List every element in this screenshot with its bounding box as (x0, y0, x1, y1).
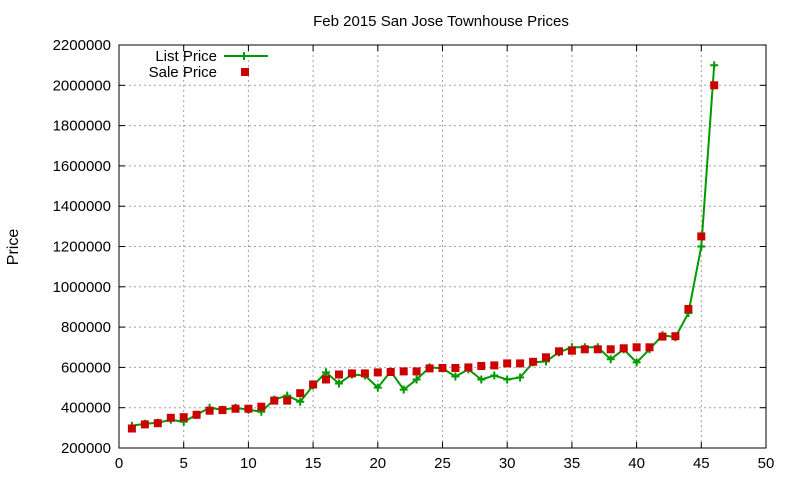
square-marker (658, 332, 667, 341)
square-marker (244, 404, 253, 413)
chart-title: Feb 2015 San Jose Townhouse Prices (313, 13, 569, 30)
grid-lines (119, 45, 766, 448)
square-marker (645, 343, 654, 352)
legend-square-marker (241, 68, 249, 76)
x-tick-label: 25 (434, 455, 451, 472)
plus-marker (606, 355, 615, 364)
square-marker (529, 357, 538, 366)
square-marker (270, 396, 279, 405)
square-marker (373, 368, 382, 377)
square-marker (309, 380, 318, 389)
plus-marker (399, 385, 408, 394)
square-marker (296, 389, 305, 398)
plus-marker (632, 358, 641, 367)
square-marker (567, 346, 576, 355)
y-tick-label: 2200000 (53, 37, 111, 54)
y-tick-label: 1800000 (53, 118, 111, 135)
x-tick-label: 40 (628, 455, 645, 472)
plus-marker (710, 61, 719, 70)
plus-marker (503, 375, 512, 384)
square-marker (386, 368, 395, 376)
square-marker (490, 361, 499, 370)
plus-marker (451, 372, 460, 381)
y-tick-label: 1600000 (53, 158, 111, 175)
y-tick-label: 1200000 (53, 239, 111, 256)
x-tick-label: 10 (240, 455, 257, 472)
y-tick-label: 2000000 (53, 77, 111, 94)
y-tick-label: 400000 (61, 400, 111, 417)
x-tick-label: 45 (693, 455, 710, 472)
x-tick-label: 50 (758, 455, 775, 472)
square-marker (632, 343, 641, 352)
square-marker (218, 406, 227, 415)
square-marker (347, 369, 356, 378)
square-marker (231, 404, 240, 413)
square-marker (322, 375, 330, 384)
x-tick-label: 15 (305, 455, 322, 472)
plus-marker (296, 397, 305, 406)
y-tick-label: 200000 (61, 440, 111, 457)
plus-marker (412, 375, 421, 384)
square-marker (153, 419, 162, 428)
y-tick-label: 1000000 (53, 279, 111, 296)
square-marker (619, 344, 628, 353)
plus-marker (697, 242, 706, 251)
square-marker (205, 406, 214, 415)
series-sale-price (127, 81, 719, 433)
axes: 0 5 10 15 20 25 30 35 40 45 50 200000 400000 600000 80… (53, 37, 775, 472)
square-marker (192, 410, 201, 419)
square-marker (464, 363, 473, 372)
square-marker (503, 359, 512, 368)
square-marker (179, 413, 188, 422)
plus-marker (516, 373, 525, 382)
legend-label-sale-price: Sale Price (149, 64, 217, 81)
square-marker (697, 232, 706, 241)
square-marker (257, 402, 266, 411)
y-axis-label: Price (5, 229, 22, 266)
plus-marker (490, 371, 499, 380)
square-marker (593, 345, 602, 354)
y-tick-label: 1400000 (53, 198, 111, 215)
square-marker (580, 345, 589, 354)
square-marker (684, 305, 693, 313)
square-marker (516, 359, 525, 368)
y-tick-label: 600000 (61, 359, 111, 376)
square-marker (438, 364, 447, 372)
plus-marker (335, 379, 343, 388)
y-tick-label: 800000 (61, 319, 111, 336)
square-marker (671, 332, 680, 341)
legend-label-list-price: List Price (155, 48, 217, 65)
square-marker (127, 424, 136, 433)
plus-marker (477, 375, 486, 384)
series-list-price (127, 61, 719, 430)
x-tick-label: 35 (564, 455, 581, 472)
square-marker (451, 364, 460, 372)
x-tick-label: 30 (499, 455, 516, 472)
series-line (131, 65, 716, 427)
square-marker (477, 362, 486, 370)
square-marker (360, 369, 369, 378)
square-marker (555, 347, 563, 356)
legend: List Price Sale Price (149, 48, 268, 81)
square-marker (140, 420, 149, 429)
square-marker (399, 367, 408, 376)
x-tick-label: 5 (180, 455, 188, 472)
square-marker (412, 367, 421, 376)
plus-marker (373, 383, 382, 392)
plus-marker (322, 368, 330, 377)
square-marker (283, 396, 292, 405)
plot-series (127, 61, 719, 433)
square-marker (606, 345, 615, 354)
square-marker (335, 370, 343, 379)
legend-plus-marker (240, 52, 248, 60)
x-tick-label: 20 (369, 455, 386, 472)
x-tick-label: 0 (115, 455, 123, 472)
square-marker (710, 81, 719, 90)
square-marker (166, 413, 175, 422)
square-marker (542, 353, 550, 362)
square-marker (425, 364, 434, 373)
